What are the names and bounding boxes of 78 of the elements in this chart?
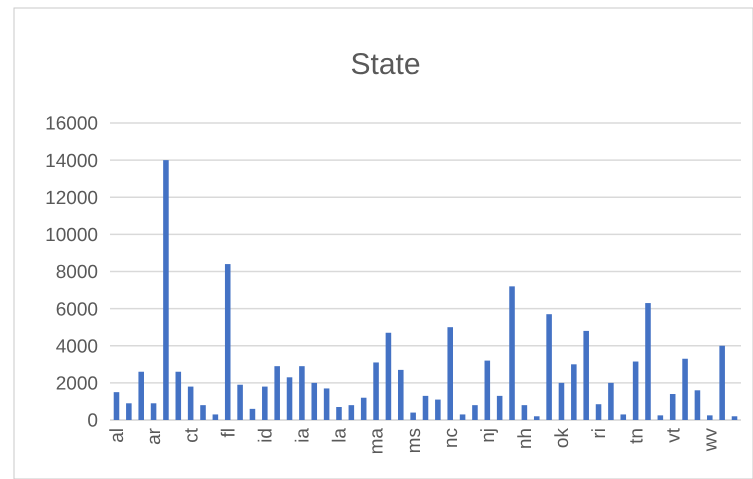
bar (620, 414, 626, 420)
bar (200, 405, 206, 420)
bar (632, 362, 638, 420)
x-tick-label: ar (144, 427, 166, 445)
y-tick-label: 6000 (56, 299, 98, 320)
bar (694, 390, 700, 420)
bar (732, 416, 738, 420)
bar (447, 327, 453, 420)
y-tick-label: 12000 (45, 188, 98, 209)
x-tick-label: nj (478, 428, 499, 443)
bar (707, 415, 713, 420)
x-tick-label: tn (626, 428, 648, 444)
bar (472, 405, 478, 420)
bar (583, 330, 589, 420)
bar (237, 384, 243, 420)
bar (311, 382, 318, 420)
bar (324, 388, 330, 420)
bar (224, 264, 231, 420)
bar (336, 407, 342, 420)
bar (571, 364, 577, 420)
x-tick-label: nh (515, 428, 536, 450)
bar (410, 412, 416, 420)
y-tick-label: 8000 (56, 262, 98, 284)
y-tick-label: 4000 (56, 336, 98, 358)
bar (126, 403, 132, 420)
x-tick-label: vt (663, 427, 684, 443)
bar (558, 382, 564, 420)
bar (286, 377, 292, 420)
bar (250, 408, 256, 420)
bar (386, 332, 392, 420)
bar (150, 403, 156, 420)
bar (138, 372, 144, 420)
bar (348, 405, 354, 420)
bar (719, 346, 725, 420)
bar (212, 414, 218, 420)
y-tick-label: 0 (87, 410, 98, 432)
bar (496, 396, 502, 420)
bar (262, 386, 268, 420)
bar (484, 360, 490, 420)
bar (360, 398, 366, 420)
bar (176, 372, 182, 420)
bar (608, 382, 614, 420)
y-tick-label: 14000 (45, 150, 98, 172)
bar (645, 303, 651, 420)
x-tick-label: ms (404, 428, 425, 454)
bar (435, 400, 441, 420)
bar (188, 386, 194, 420)
x-tick-label: nc (440, 428, 462, 448)
y-tick-label: 16000 (45, 114, 98, 135)
x-tick-label: id (255, 428, 276, 443)
bar (398, 370, 404, 420)
x-tick-label: ri (589, 428, 610, 439)
x-tick-label: ma (366, 428, 388, 454)
x-tick-label: wv (700, 428, 722, 452)
x-tick-label: la (330, 428, 351, 443)
y-tick-label: 2000 (56, 374, 98, 395)
bar (534, 416, 540, 420)
x-tick-label: al (107, 428, 128, 443)
bar (460, 414, 466, 420)
x-tick-label: ok (552, 428, 574, 448)
bar (522, 405, 528, 420)
bar (658, 415, 664, 420)
x-tick-label: fl (218, 428, 240, 438)
bar (422, 396, 428, 420)
chart-title: State (350, 48, 421, 81)
bar (299, 366, 305, 420)
bar (163, 160, 169, 420)
bar (596, 404, 602, 420)
bar (274, 366, 280, 420)
bar (373, 362, 379, 420)
bar (114, 392, 120, 420)
bar (670, 394, 676, 420)
y-tick-label: 10000 (45, 225, 98, 246)
x-tick-label: ct (181, 427, 202, 443)
bar (546, 314, 552, 420)
x-tick-label: ia (292, 428, 314, 443)
bar (509, 286, 515, 420)
bar (682, 358, 688, 420)
